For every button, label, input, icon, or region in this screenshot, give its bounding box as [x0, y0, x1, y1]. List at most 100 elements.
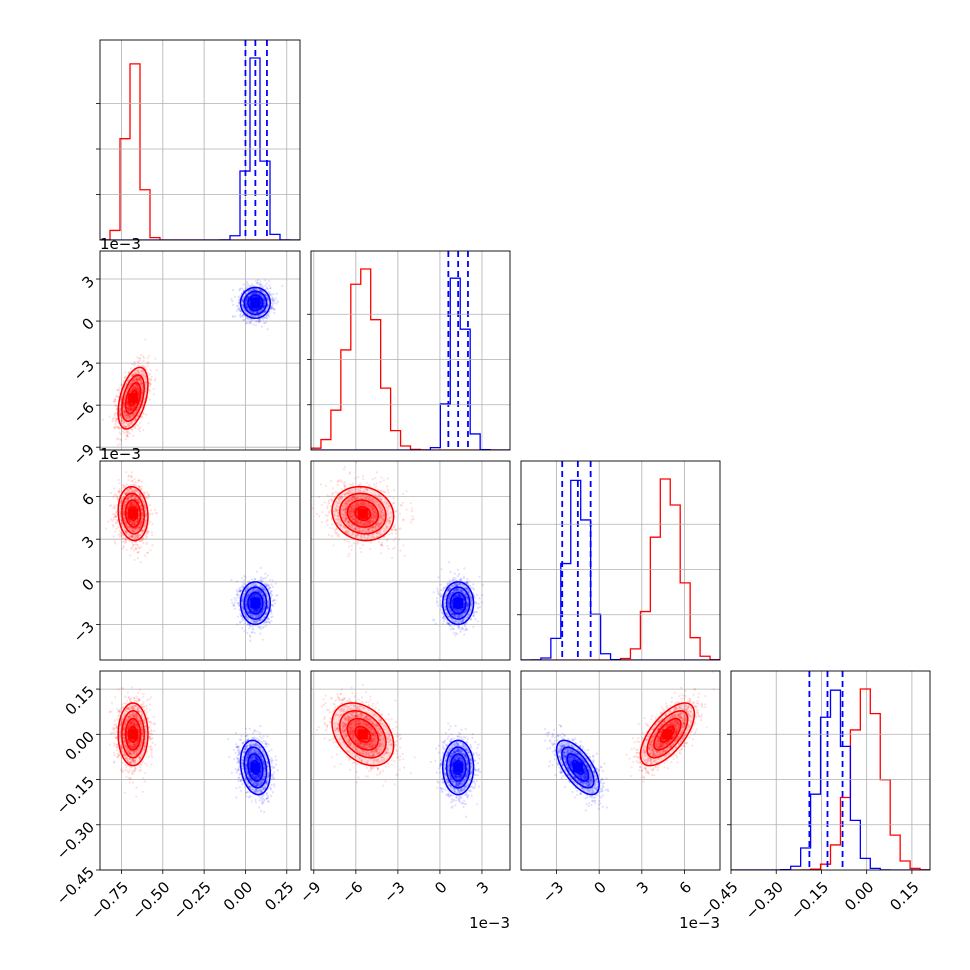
sample-point [132, 413, 136, 416]
sample-point [130, 502, 134, 506]
sample-point [123, 411, 126, 414]
sample-point [146, 530, 149, 534]
sample-point [244, 292, 248, 296]
sample-point [133, 412, 136, 415]
sample-point [131, 374, 134, 378]
sample-point [253, 307, 256, 310]
sample-point [126, 434, 129, 437]
sample-point [121, 422, 124, 425]
sample-point [129, 504, 132, 507]
sample-point [260, 325, 263, 328]
sample-point [142, 373, 145, 377]
sample-point [133, 406, 136, 409]
sample-point [123, 412, 126, 415]
sample-point [148, 503, 152, 507]
sample-point [149, 509, 153, 512]
sample-point [266, 306, 269, 309]
sample-point [126, 505, 129, 508]
sample-point [263, 304, 266, 307]
sample-point [118, 414, 121, 417]
sample-point [258, 283, 261, 286]
sample-point [133, 361, 136, 364]
sample-point [258, 283, 262, 286]
sample-point [125, 414, 128, 417]
sample-point [118, 408, 122, 411]
sample-point [148, 381, 151, 384]
sample-point [269, 293, 272, 296]
sample-point [137, 428, 141, 431]
sample-point [136, 424, 140, 427]
sample-point [130, 387, 133, 390]
sample-point [153, 509, 157, 512]
sample-point [134, 546, 138, 550]
sample-point [127, 488, 130, 492]
sample-point [268, 310, 271, 313]
sample-point [260, 302, 263, 305]
sample-point [133, 412, 137, 416]
sample-point [130, 389, 133, 392]
sample-point [241, 314, 244, 318]
sample-point [253, 631, 256, 635]
sample-point [251, 292, 254, 295]
sample-point [142, 542, 145, 545]
sample-point [134, 372, 138, 375]
panel-content [521, 461, 720, 660]
sample-point [126, 403, 129, 406]
sample-point [129, 407, 132, 410]
sample-point [130, 409, 133, 412]
sample-point [127, 423, 130, 426]
sample-point [131, 479, 134, 483]
sample-point [249, 314, 252, 317]
sample-point [133, 522, 136, 525]
sample-point [146, 356, 149, 360]
sample-point [122, 544, 125, 548]
sample-point [131, 428, 134, 431]
panel-p4-p4 [727, 670, 931, 871]
sample-point [150, 531, 154, 534]
sample-point [118, 431, 121, 434]
sample-point [238, 620, 242, 624]
sample-point [117, 526, 120, 529]
sample-point [118, 510, 122, 514]
sample-point [142, 400, 145, 403]
sample-point [130, 387, 134, 390]
sample-point [258, 285, 262, 288]
sample-point [260, 300, 263, 303]
sample-point [120, 420, 123, 423]
sample-point [119, 414, 122, 417]
sample-point [113, 412, 117, 415]
sample-point [245, 298, 248, 301]
sample-point [126, 401, 129, 404]
sample-point [131, 408, 135, 411]
sample-point [144, 382, 147, 385]
panel-content [101, 278, 284, 450]
sample-point [140, 353, 143, 357]
sample-point [129, 407, 133, 410]
sample-point [120, 416, 123, 419]
sample-point [113, 401, 116, 404]
sample-point [245, 285, 248, 288]
sample-point [137, 390, 140, 393]
sample-point [146, 497, 150, 500]
sample-point [271, 304, 274, 307]
sample-point [131, 379, 134, 382]
sample-point [148, 377, 151, 380]
sample-point [250, 314, 253, 317]
sample-point [138, 357, 141, 360]
sample-point [138, 377, 141, 380]
sample-point [128, 407, 131, 410]
sample-point [134, 417, 138, 421]
sample-point [145, 368, 148, 371]
sample-point [258, 320, 261, 323]
sample-point [253, 314, 256, 318]
sample-point [128, 407, 131, 411]
sample-point [141, 381, 144, 385]
sample-point [125, 538, 128, 541]
sample-point [127, 518, 131, 521]
sample-point [253, 292, 256, 295]
sample-point [141, 370, 144, 373]
sample-point [259, 313, 263, 317]
sample-point [140, 380, 143, 383]
sample-point [146, 541, 149, 544]
